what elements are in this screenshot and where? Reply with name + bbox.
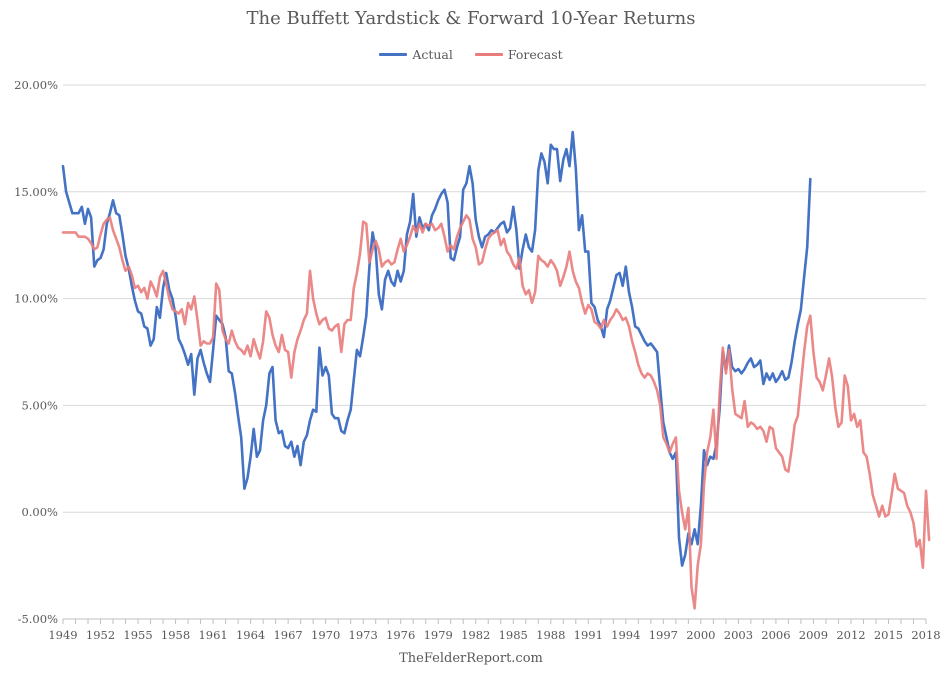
x-tick-label-1958: 1958: [161, 628, 190, 642]
legend-label-actual: Actual: [412, 47, 453, 62]
y-tick-label-20-00: 20.00%: [14, 78, 58, 92]
x-tick-label-1970: 1970: [311, 628, 340, 642]
x-tick-label-2000: 2000: [686, 628, 715, 642]
x-tick-label-1991: 1991: [574, 628, 603, 642]
x-tick-label-1949: 1949: [48, 628, 77, 642]
legend: Actual Forecast: [0, 47, 942, 62]
x-tick-label-1973: 1973: [349, 628, 378, 642]
x-tick-label-1955: 1955: [123, 628, 152, 642]
legend-swatch-forecast: [474, 53, 503, 56]
x-axis: 1949 1952 1955 1958 1961 1964 1967 1970 1973 1976…: [48, 618, 941, 642]
y-tick-label-5-00: 5.00%: [21, 398, 58, 412]
x-tick-label-1985: 1985: [499, 628, 528, 642]
y-tick-label-5-00: -5.00%: [18, 612, 58, 626]
grid-lines: [63, 84, 926, 620]
legend-item-forecast[interactable]: Forecast: [474, 47, 563, 62]
x-tick-label-2006: 2006: [761, 628, 790, 642]
x-tick-label-1982: 1982: [461, 628, 490, 642]
footer-credit: TheFelderReport.com: [399, 651, 543, 666]
x-tick-label-1994: 1994: [611, 628, 640, 642]
x-tick-label-1976: 1976: [386, 628, 415, 642]
y-axis-ticks: 20.00% 15.00% 10.00% 5.00% 0.00% -5.00%: [14, 78, 58, 626]
x-tick-label-1979: 1979: [424, 628, 453, 642]
x-tick-label-1964: 1964: [236, 628, 265, 642]
legend-label-forecast: Forecast: [507, 47, 563, 62]
x-tick-label-2015: 2015: [874, 628, 903, 642]
chart-title: The Buffett Yardstick & Forward 10-Year …: [246, 8, 696, 29]
x-tick-label-2009: 2009: [799, 628, 828, 642]
x-tick-label-1967: 1967: [273, 628, 302, 642]
legend-item-actual[interactable]: Actual: [379, 47, 453, 62]
series-line-forecast: [61, 214, 931, 610]
x-tick-label-2003: 2003: [724, 628, 753, 642]
x-tick-label-2012: 2012: [836, 628, 865, 642]
x-tick-label-1952: 1952: [86, 628, 115, 642]
x-tick-label-2018: 2018: [911, 628, 940, 642]
x-tick-label-1988: 1988: [536, 628, 565, 642]
y-tick-label-0-00: 0.00%: [21, 505, 58, 519]
x-tick-label-1997: 1997: [649, 628, 678, 642]
series-lines: [61, 130, 931, 610]
x-tick-label-1961: 1961: [198, 628, 227, 642]
series-line-actual: [61, 130, 812, 567]
y-tick-label-10-00: 10.00%: [14, 292, 58, 306]
y-tick-label-15-00: 15.00%: [14, 185, 58, 199]
legend-swatch-actual: [379, 53, 408, 56]
